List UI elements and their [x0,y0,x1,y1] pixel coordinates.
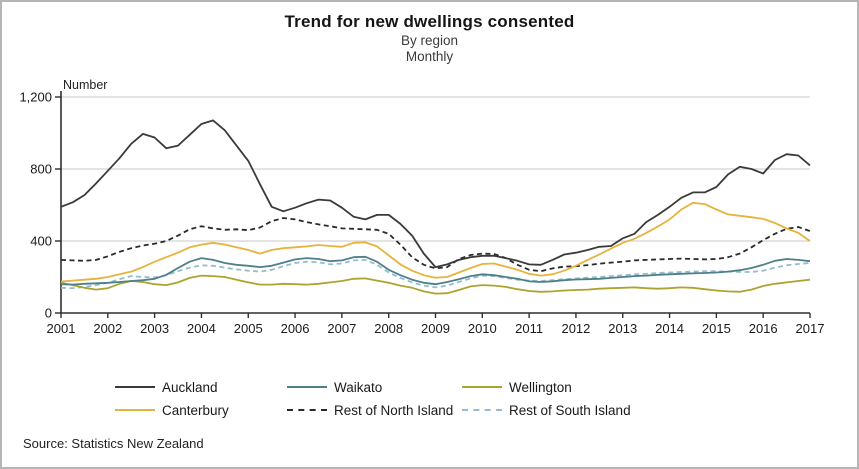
x-tick-label: 2012 [561,321,590,336]
chart-title: Trend for new dwellings consented [284,12,575,31]
rest-of-south-island-line-swatch-icon [462,409,502,411]
legend-label-waikato: Waikato [334,379,383,395]
legend-label-rest-of-south-island: Rest of South Island [509,402,631,418]
series-line-rest-of-south-island [60,258,811,290]
legend-label-wellington: Wellington [509,379,572,395]
x-tick-label: 2015 [702,321,731,336]
legend-label-canterbury: Canterbury [162,402,229,418]
x-tick-label: 2009 [421,321,450,336]
x-tick-label: 2016 [749,321,778,336]
legend-item-rest-of-north-island: Rest of North Island [287,401,453,419]
series-line-waikato [60,255,811,286]
series-line-auckland [60,119,811,269]
y-tick-label: 0 [45,306,52,321]
legend-item-auckland: Auckland [115,378,218,396]
legend-item-wellington: Wellington [462,378,572,396]
x-tick-label: 2002 [93,321,122,336]
x-tick-label: 2005 [234,321,263,336]
x-tick-label: 2001 [47,321,76,336]
canterbury-line-swatch-icon [115,409,155,411]
series-line-wellington [60,274,811,295]
legend-label-rest-of-north-island: Rest of North Island [334,402,454,418]
legend-item-canterbury: Canterbury [115,401,229,419]
x-tick-label: 2008 [374,321,403,336]
x-tick-label: 2011 [515,321,543,336]
waikato-line-swatch-icon [287,386,327,388]
y-tick-label: 800 [30,162,52,177]
y-axis-unit-label: Number [63,78,108,92]
x-tick-label: 2017 [796,321,825,336]
wellington-line-swatch-icon [462,386,502,388]
series-line-canterbury [60,201,811,283]
legend-item-rest-of-south-island: Rest of South Island [462,401,631,419]
x-tick-label: 2004 [187,321,216,336]
x-tick-label: 2010 [468,321,497,336]
chart-subtitle-region: By region [400,33,459,48]
series-line-rest-of-north-island [60,217,811,273]
y-tick-label: 1,200 [19,90,52,105]
rest-of-north-island-line-swatch-icon [287,409,327,411]
x-tick-label: 2007 [327,321,356,336]
legend-item-waikato: Waikato [287,378,382,396]
x-tick-label: 2003 [140,321,169,336]
x-tick-label: 2013 [608,321,637,336]
x-tick-label: 2006 [281,321,310,336]
source-note: Source: Statistics New Zealand [23,436,204,451]
x-tick-label: 2014 [655,321,684,336]
chart-subtitle-frequency: Monthly [405,49,454,64]
legend-label-auckland: Auckland [162,379,218,395]
y-tick-label: 400 [30,234,52,249]
line-chart-plot: 0 400 800 1,200 2001 2002 2003 2004 2005 2006 2007… [19,90,825,337]
auckland-line-swatch-icon [115,386,155,388]
